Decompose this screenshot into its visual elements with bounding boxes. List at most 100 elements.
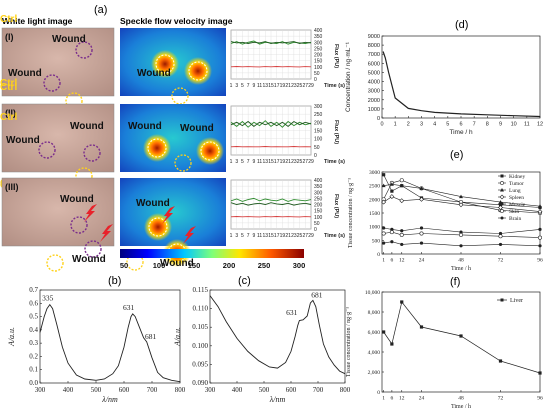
x-tick-label: 12 bbox=[399, 396, 405, 402]
data-point bbox=[420, 325, 423, 328]
flux-tick-label: 0 bbox=[314, 227, 317, 233]
colorbar-tick: 300 bbox=[293, 261, 306, 270]
colorbar-tick: 250 bbox=[258, 261, 271, 270]
time-tick-label: 7 bbox=[247, 159, 250, 165]
flux-tick-label: 400 bbox=[314, 178, 323, 184]
speckle-colorbar bbox=[120, 249, 304, 258]
data-point bbox=[390, 195, 394, 199]
wound-label: Wound bbox=[6, 135, 40, 146]
legend-label: Skin bbox=[509, 209, 519, 215]
flux-tick-label: 350 bbox=[314, 34, 323, 40]
x-tick-label: 600 bbox=[119, 386, 130, 394]
wound-label: Wound bbox=[52, 34, 86, 45]
x-axis-label: λ/nm bbox=[269, 395, 286, 404]
legend-marker bbox=[500, 195, 504, 199]
legend-marker bbox=[500, 209, 503, 212]
y-axis-label: Tissue concentration / ng·g⁻¹ bbox=[346, 307, 352, 377]
x-tick-label: 400 bbox=[232, 386, 243, 394]
x-tick-label: 800 bbox=[340, 386, 351, 394]
legend-label: Spleen bbox=[509, 195, 524, 201]
row-label: (III) bbox=[5, 182, 19, 192]
data-point bbox=[382, 232, 385, 235]
x-tick-label: 300 bbox=[35, 386, 46, 394]
series-line bbox=[210, 296, 345, 374]
data-point bbox=[459, 244, 462, 247]
x-tick-label: 3 bbox=[420, 122, 423, 128]
flux-tick-label: 300 bbox=[314, 40, 323, 46]
flux-tick-label: 200 bbox=[314, 203, 323, 209]
data-point bbox=[382, 226, 385, 229]
time-tick-label: 29 bbox=[308, 83, 314, 89]
data-point bbox=[400, 179, 403, 182]
x-tick-label: 800 bbox=[175, 386, 186, 394]
y-tick-label: 0.6 bbox=[29, 299, 38, 307]
flux-tick-label: 250 bbox=[314, 196, 323, 202]
data-point bbox=[538, 236, 541, 239]
time-axis-label: Time (s) bbox=[324, 159, 345, 165]
time-tick-label: 5 bbox=[241, 233, 244, 239]
y-tick-label: 500 bbox=[372, 238, 381, 244]
flux-tick-label: 0 bbox=[314, 153, 317, 159]
x-tick-label: 1 bbox=[382, 396, 385, 402]
x-tick-label: 9 bbox=[499, 122, 502, 128]
legend-label: Kidney bbox=[509, 174, 525, 180]
time-tick-label: 29 bbox=[308, 233, 314, 239]
x-tick-label: 48 bbox=[458, 258, 464, 264]
time-tick-label: 1 bbox=[230, 233, 233, 239]
data-point bbox=[499, 243, 502, 246]
panel-f-letter: (f) bbox=[450, 276, 460, 288]
x-tick-label: 1 bbox=[394, 122, 397, 128]
flux-tick-label: 100 bbox=[314, 215, 323, 221]
legend-marker bbox=[501, 203, 504, 206]
x-tick-label: 600 bbox=[286, 386, 297, 394]
legend-marker bbox=[501, 175, 504, 178]
data-point bbox=[382, 173, 385, 176]
panel-b-letter: (b) bbox=[108, 275, 121, 287]
y-tick-label: 2500 bbox=[369, 184, 380, 190]
y-tick-label: 0.105 bbox=[192, 323, 208, 331]
y-tick-label: 0 bbox=[377, 252, 380, 258]
legend-label: Liver bbox=[510, 298, 523, 304]
colorbar-tick: 50 bbox=[120, 261, 128, 270]
y-tick-label: 2000 bbox=[369, 197, 380, 203]
data-point bbox=[538, 228, 541, 231]
x-tick-label: 24 bbox=[419, 258, 425, 264]
flux-tick-label: 0 bbox=[314, 77, 317, 83]
y-tick-label: 3000 bbox=[369, 170, 380, 176]
data-point bbox=[499, 359, 502, 362]
y-tick-label: 9000 bbox=[368, 34, 380, 40]
peak-annotation: 335 bbox=[42, 294, 54, 303]
wound-label: Wound bbox=[136, 198, 170, 209]
legend-label: Muscle bbox=[509, 202, 526, 208]
x-tick-label: 7 bbox=[473, 122, 476, 128]
colorbar-tick: 100 bbox=[153, 261, 166, 270]
panel-a-rows: (I)WoundWoundCtrlWoundCtrl05010015020025… bbox=[0, 14, 345, 271]
y-tick-label: 5000 bbox=[368, 70, 380, 76]
wound-label: Wound bbox=[180, 123, 214, 134]
y-tick-label: 0.1 bbox=[29, 366, 38, 374]
peak-annotation: 681 bbox=[145, 332, 157, 341]
y-tick-label: 2,000 bbox=[368, 370, 381, 376]
x-tick-label: 4 bbox=[433, 122, 436, 128]
data-point bbox=[420, 232, 423, 235]
y-tick-label: 0.115 bbox=[193, 286, 209, 294]
y-tick-label: 1500 bbox=[369, 211, 380, 217]
flux-axis-label: Flux (PU) bbox=[333, 194, 339, 218]
x-tick-label: 500 bbox=[91, 386, 102, 394]
x-tick-label: 6 bbox=[391, 258, 394, 264]
peak-annotation: 631 bbox=[123, 303, 135, 312]
time-tick-label: 3 bbox=[235, 159, 238, 165]
y-tick-label: 4000 bbox=[368, 80, 380, 86]
series-line bbox=[40, 305, 180, 382]
x-tick-label: 700 bbox=[313, 386, 324, 394]
ctrl-circle bbox=[47, 255, 63, 271]
speckle-column-header: Speckle flow velocity image bbox=[120, 16, 233, 26]
y-tick-label: 3000 bbox=[368, 89, 380, 95]
x-tick-label: 24 bbox=[419, 396, 425, 402]
y-tick-label: 6000 bbox=[368, 61, 380, 67]
